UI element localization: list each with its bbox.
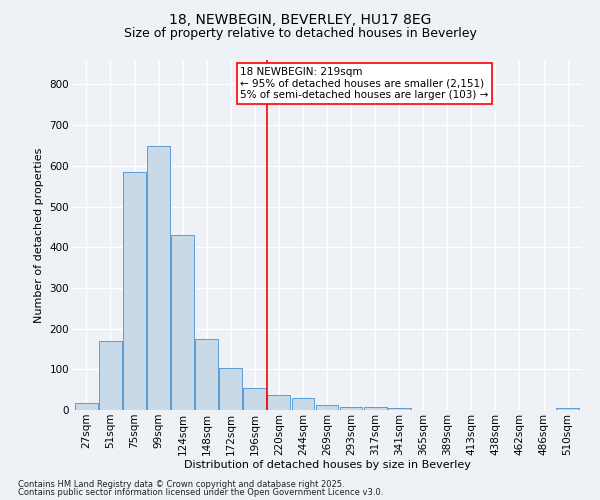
Y-axis label: Number of detached properties: Number of detached properties <box>34 148 44 322</box>
Text: Contains public sector information licensed under the Open Government Licence v3: Contains public sector information licen… <box>18 488 383 497</box>
Bar <box>364 407 386 410</box>
Bar <box>556 408 579 410</box>
Bar <box>292 398 314 410</box>
X-axis label: Distribution of detached houses by size in Beverley: Distribution of detached houses by size … <box>184 460 470 470</box>
Bar <box>99 341 122 410</box>
Text: Contains HM Land Registry data © Crown copyright and database right 2025.: Contains HM Land Registry data © Crown c… <box>18 480 344 489</box>
Bar <box>268 395 290 410</box>
Text: Size of property relative to detached houses in Beverley: Size of property relative to detached ho… <box>124 28 476 40</box>
Bar <box>316 404 338 410</box>
Bar <box>171 235 194 410</box>
Bar <box>147 146 170 410</box>
Text: 18 NEWBEGIN: 219sqm
← 95% of detached houses are smaller (2,151)
5% of semi-deta: 18 NEWBEGIN: 219sqm ← 95% of detached ho… <box>240 67 488 100</box>
Bar <box>244 388 266 410</box>
Bar <box>220 368 242 410</box>
Bar <box>195 339 218 410</box>
Bar <box>75 402 98 410</box>
Bar <box>340 406 362 410</box>
Text: 18, NEWBEGIN, BEVERLEY, HU17 8EG: 18, NEWBEGIN, BEVERLEY, HU17 8EG <box>169 12 431 26</box>
Bar <box>123 172 146 410</box>
Bar <box>388 408 410 410</box>
